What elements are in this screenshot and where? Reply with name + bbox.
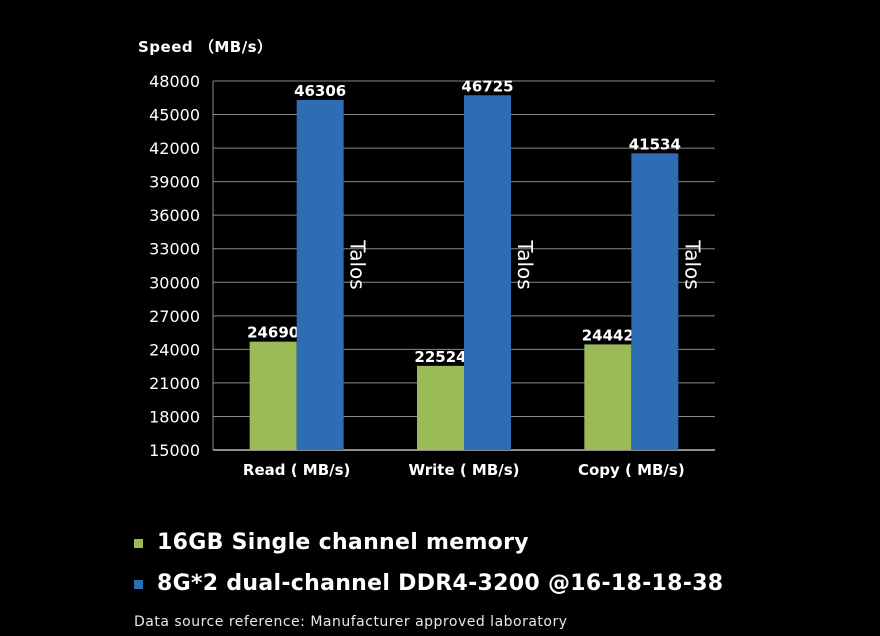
legend-swatch-blue	[134, 579, 143, 589]
data-label: 24690	[247, 324, 299, 342]
y-tick-label: 15000	[149, 441, 200, 460]
x-tick-label: Write ( MB/s)	[408, 461, 519, 479]
talos-annotation: Talos	[513, 239, 537, 289]
legend-item-single-channel: 16GB Single channel memory	[134, 530, 529, 555]
data-label: 46725	[461, 77, 513, 95]
y-tick-label: 48000	[149, 72, 200, 91]
bar-single-0	[249, 341, 297, 450]
talos-annotation: Talos	[680, 239, 704, 289]
data-source-note: Data source reference: Manufacturer appr…	[134, 614, 568, 630]
bar-single-1	[417, 365, 464, 450]
y-tick-label: 30000	[149, 273, 200, 292]
bar-dual-0	[296, 99, 344, 450]
data-label: 22524	[414, 348, 466, 366]
data-label: 24442	[582, 326, 634, 344]
legend-label-dual-channel: 8G*2 dual-channel DDR4-3200 @16-18-18-38	[157, 571, 724, 596]
y-tick-label: 18000	[149, 407, 200, 426]
bar-single-2	[584, 344, 632, 450]
bar-dual-2	[631, 153, 679, 450]
x-tick-label: Copy ( MB/s)	[578, 461, 685, 479]
y-tick-label: 21000	[149, 374, 200, 393]
y-tick-label: 42000	[149, 139, 200, 158]
data-label: 46306	[294, 82, 346, 100]
y-tick-label: 45000	[149, 106, 200, 125]
y-tick-label: 36000	[149, 206, 200, 225]
y-tick-label: 24000	[149, 340, 200, 359]
bar-chart: 48000 45000 42000 39000 36000 33000 30000 27000…	[149, 72, 715, 479]
y-tick-label: 39000	[149, 173, 200, 192]
legend-swatch-green	[134, 538, 143, 548]
x-tick-label: Read ( MB/s)	[243, 461, 351, 479]
legend-label-single-channel: 16GB Single channel memory	[157, 530, 529, 555]
y-tick-label: 27000	[149, 307, 200, 326]
legend-item-dual-channel: 8G*2 dual-channel DDR4-3200 @16-18-18-38	[134, 571, 723, 596]
y-axis-title: Speed （MB/s）	[138, 38, 273, 56]
data-label: 41534	[629, 135, 681, 153]
y-tick-label: 33000	[149, 240, 200, 259]
bar-dual-1	[464, 95, 511, 450]
talos-annotation: Talos	[346, 239, 370, 289]
